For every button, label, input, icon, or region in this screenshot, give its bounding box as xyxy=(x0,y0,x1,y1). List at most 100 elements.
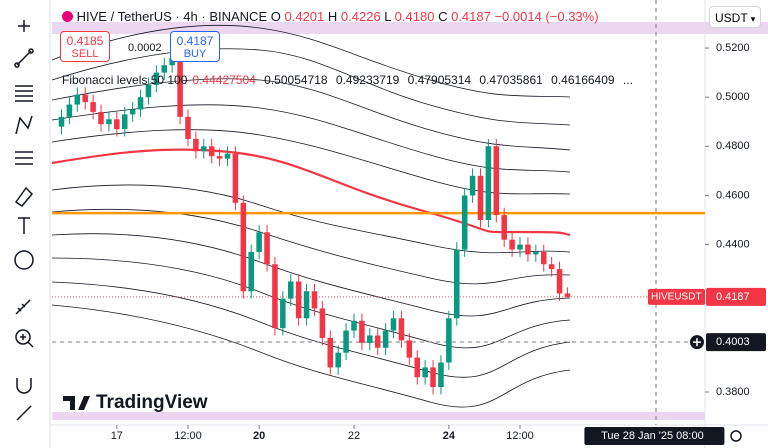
candle-body xyxy=(390,318,397,331)
band-line xyxy=(51,281,571,378)
last-price-name: HIVEUSDT xyxy=(651,292,702,303)
candle-body xyxy=(501,215,507,240)
pattern-tool[interactable] xyxy=(15,115,33,135)
symbol-icon xyxy=(62,11,73,22)
candle-body xyxy=(477,175,484,221)
ruler-tool[interactable] xyxy=(15,299,31,315)
candle-body xyxy=(438,362,444,388)
candle-body xyxy=(311,291,318,309)
ohlc-label: C xyxy=(438,9,448,24)
candle-body xyxy=(256,232,262,252)
candle-body xyxy=(351,320,357,331)
y-tick-label: 0.5000 xyxy=(716,91,750,103)
band-line xyxy=(51,208,571,285)
band-line xyxy=(51,24,571,98)
candle-body xyxy=(153,72,160,85)
last-price-tag xyxy=(648,288,705,305)
candle-body xyxy=(382,330,389,348)
indicator-value: ... xyxy=(622,73,633,87)
indicator-value: 0.47905314 xyxy=(407,73,472,87)
indicator-value: 0.46166409 xyxy=(551,73,615,87)
buy-button[interactable]: 0.4187 BUY xyxy=(170,31,220,62)
candle-body xyxy=(398,318,405,341)
band xyxy=(52,412,705,420)
candle-body xyxy=(287,281,294,299)
indicator-value: 0.47035861 xyxy=(479,73,543,87)
ohlc-label: O xyxy=(270,9,281,24)
candle-body xyxy=(422,367,428,378)
candle-body xyxy=(533,251,539,255)
prediction-tool[interactable] xyxy=(15,151,33,165)
candle-body xyxy=(493,146,500,216)
fib-tool[interactable] xyxy=(15,85,33,102)
candle-body xyxy=(248,251,254,292)
x-tick-label: 12:00 xyxy=(506,430,534,442)
logo-icon xyxy=(63,396,90,410)
crosshair-price-tag xyxy=(706,333,766,352)
candle-body xyxy=(414,357,421,378)
crosshair-time-tag xyxy=(584,427,725,445)
candle-body xyxy=(461,195,468,250)
candle-body xyxy=(548,264,555,270)
candle-body xyxy=(185,116,191,139)
candle-body xyxy=(193,138,199,152)
candle-body xyxy=(264,232,270,265)
plus xyxy=(693,338,701,347)
band-line xyxy=(51,48,571,126)
ohlc-label: L xyxy=(384,9,392,24)
symbol-header: HIVE / TetherUS · 4h · BINANCE O 0.4201 … xyxy=(62,9,599,24)
candle-body xyxy=(58,116,65,127)
candle-body xyxy=(540,251,547,265)
ohlc: O 0.4201 H 0.4226 L 0.4180 C 0.4187 xyxy=(271,9,495,24)
ohlc-value: 0.4180 xyxy=(394,9,435,24)
candle-body xyxy=(485,146,492,221)
crosshair-time-label: Tue 28 Jan '25 08:00 xyxy=(601,430,704,442)
logo-text: TradingView xyxy=(96,392,208,413)
band-line xyxy=(51,184,571,254)
pencil-tool[interactable] xyxy=(16,405,32,421)
x-tick-label: 12:00 xyxy=(174,430,202,442)
ohlc-label: H xyxy=(327,9,338,24)
zoom-tool[interactable] xyxy=(15,329,31,345)
candle-body xyxy=(240,202,247,292)
ohlc-value: 0.4226 xyxy=(340,9,381,24)
magnet-tool[interactable] xyxy=(16,378,32,394)
currency-dropdown[interactable]: USDT ▾ xyxy=(709,6,761,28)
sell-button[interactable]: 0.4185 SELL xyxy=(60,31,110,62)
settings-button[interactable] xyxy=(730,430,742,442)
candle-body xyxy=(319,308,326,338)
text-tool[interactable] xyxy=(18,217,30,234)
change: −0.0014 (−0.33%) xyxy=(494,9,599,24)
candle-body xyxy=(66,104,73,117)
x-tick-label: 24 xyxy=(443,430,456,442)
candle-body xyxy=(129,109,136,115)
crosshair-tool[interactable] xyxy=(18,20,30,32)
candle-body xyxy=(564,293,571,297)
candle-body xyxy=(232,153,239,203)
candle-body xyxy=(201,146,207,152)
candle-body xyxy=(272,264,278,329)
band-line xyxy=(51,78,571,151)
buy-price: 0.4187 xyxy=(176,34,214,48)
candle-body xyxy=(374,335,381,348)
emoji-tool[interactable] xyxy=(14,250,34,270)
candle-body xyxy=(295,281,302,319)
buy-label: BUY xyxy=(183,48,207,60)
candle-body xyxy=(121,114,128,130)
dot xyxy=(14,62,20,68)
candle-body xyxy=(224,153,231,159)
candle-body xyxy=(367,335,373,343)
brush-tool[interactable] xyxy=(14,186,34,207)
y-tick-label: 0.5200 xyxy=(716,42,750,54)
line-tool[interactable] xyxy=(16,50,32,66)
candle-body xyxy=(216,156,223,159)
y-tick-label: 0.4600 xyxy=(716,189,750,201)
candle-body xyxy=(525,244,531,255)
candle-body xyxy=(74,94,81,105)
price-tag xyxy=(706,287,766,306)
sell-label: SELL xyxy=(71,48,99,60)
candle-body xyxy=(517,244,523,250)
band-line xyxy=(51,104,571,173)
